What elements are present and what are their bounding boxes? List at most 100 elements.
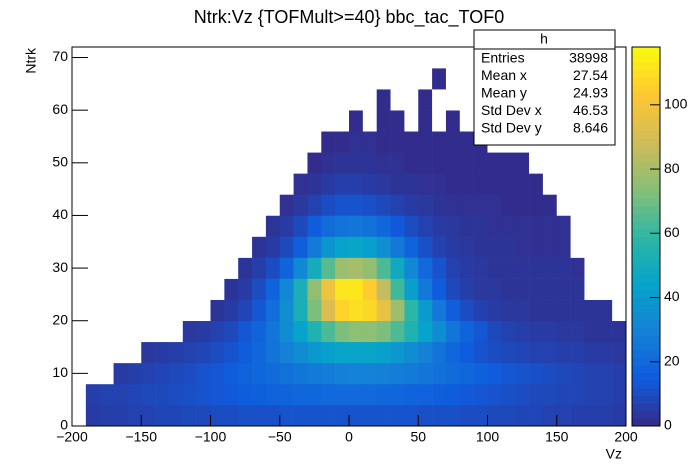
cell [321,110,336,132]
cell [224,68,239,90]
cell [542,299,558,322]
cell [293,236,308,258]
cell [432,110,447,132]
cell [418,89,433,111]
cell [196,362,211,385]
cell [335,341,350,364]
cell [238,320,253,343]
cell [224,383,239,406]
cell [390,236,405,258]
colorbar-band [632,213,660,222]
cell [210,131,225,153]
cell [279,131,294,153]
cell [99,404,114,427]
cell [432,341,447,364]
cell [612,194,627,216]
cell [404,362,419,385]
cell [335,299,350,322]
cell [515,257,530,279]
cell [210,68,225,90]
cell [598,215,613,237]
cell [72,383,87,406]
cell [404,131,419,153]
colorbar [632,47,660,427]
cell [155,383,170,406]
cell [127,152,142,174]
cell [72,89,87,111]
cell [113,89,128,111]
cell [612,383,627,406]
cell [459,362,474,385]
cell [307,110,322,132]
cell [376,383,391,406]
cell [182,173,197,195]
cell [459,404,474,427]
cell [376,257,391,279]
cell [196,383,211,406]
cell [404,341,419,364]
cell [459,194,474,216]
cell [279,383,294,406]
cell [349,173,364,195]
cell [376,299,391,322]
cell [182,47,197,69]
cell [432,194,447,216]
cell [515,299,530,322]
cell [349,215,364,237]
colorbar-band [632,137,660,146]
cell [127,194,142,216]
cell [141,89,156,111]
cell [445,404,461,427]
cell [279,320,294,343]
cell [570,362,585,385]
heatmap [72,47,627,427]
cell [113,320,128,343]
cell [168,152,184,174]
cell [127,383,142,406]
colorbar-band [632,251,660,260]
cell [598,194,613,216]
cell [182,110,197,132]
colorbar-band [632,84,660,93]
cell [556,152,571,174]
cell [307,320,322,343]
cell [168,194,184,216]
cell [182,299,197,322]
cell [501,320,516,343]
cell [515,173,530,195]
x-axis-label: Vz [606,446,622,462]
cell [418,152,433,174]
cell [182,278,197,300]
cell [432,68,447,90]
cell [238,362,253,385]
cell [182,341,197,364]
cell [252,89,267,111]
x-tick-label: −50 [268,429,292,445]
colorbar-band [632,319,660,328]
colorbar-band [632,130,660,139]
cell [335,257,350,279]
cell [85,404,100,427]
cell [196,320,211,343]
cell [598,362,613,385]
cell [238,47,253,69]
cell [612,89,627,111]
cell [99,320,114,343]
x-tick-label: 100 [476,429,500,445]
cell [224,236,239,258]
colorbar-band [632,372,660,381]
cell [487,341,502,364]
cell [390,341,405,364]
cell [376,320,391,343]
colorbar-band [632,153,660,162]
colorbar-band [632,281,660,290]
cell [362,131,377,153]
cell [252,383,267,406]
cell [99,257,114,279]
cell [376,173,391,195]
cell [252,47,267,69]
cell [72,173,87,195]
cell [224,404,239,427]
cell [556,341,571,364]
